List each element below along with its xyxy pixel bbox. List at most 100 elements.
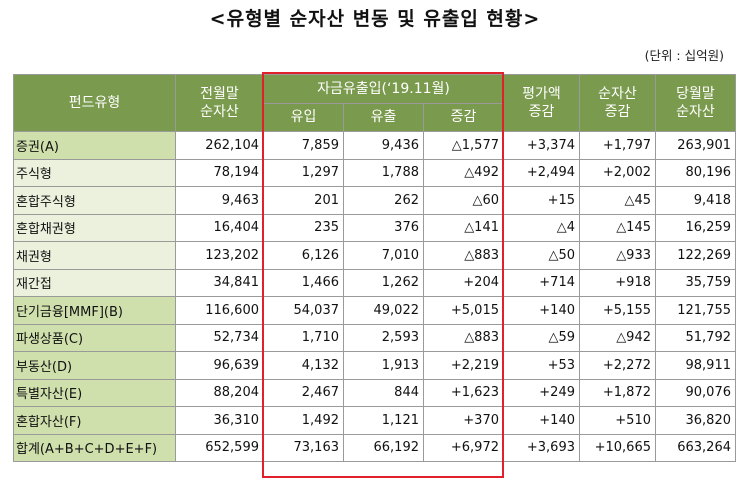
net-cell: △141 <box>423 213 504 242</box>
fund-type-cell: 채권형 <box>13 241 176 270</box>
table-row: 특별자산(E) 88,204 2,467 844 +1,623 +249 +1,872 90,… <box>13 378 736 407</box>
curr-cell: 263,901 <box>655 131 736 160</box>
inflow-cell: 235 <box>263 213 344 242</box>
curr-cell: 9,418 <box>655 186 736 215</box>
outflow-cell: 376 <box>343 213 424 242</box>
nav-change-cell: △942 <box>579 323 656 352</box>
valuation-cell: △50 <box>503 241 580 270</box>
outflow-cell: 2,593 <box>343 323 424 352</box>
nav-change-cell: +10,665 <box>579 433 656 462</box>
net-cell: △60 <box>423 186 504 215</box>
curr-cell: 98,911 <box>655 351 736 380</box>
net-cell: △883 <box>423 323 504 352</box>
outflow-cell: 262 <box>343 186 424 215</box>
net-cell: +1,623 <box>423 378 504 407</box>
fund-type-cell: 부동산(D) <box>13 351 176 380</box>
inflow-cell: 73,163 <box>263 433 344 462</box>
unit-note: (단위 : 십억원) <box>644 48 724 63</box>
prev-cell: 116,600 <box>175 296 264 325</box>
net-cell: △883 <box>423 241 504 270</box>
nav-change-cell: +2,002 <box>579 158 656 187</box>
valuation-cell: △4 <box>503 213 580 242</box>
table-row: 파생상품(C) 52,734 1,710 2,593 △883 △59 △942 51,792 <box>13 323 736 352</box>
curr-cell: 121,755 <box>655 296 736 325</box>
prev-cell: 34,841 <box>175 268 264 297</box>
prev-cell: 52,734 <box>175 323 264 352</box>
prev-cell: 36,310 <box>175 406 264 435</box>
fund-type-cell: 혼합주식형 <box>13 186 176 215</box>
outflow-cell: 1,121 <box>343 406 424 435</box>
prev-cell: 78,194 <box>175 158 264 187</box>
valuation-cell: +3,374 <box>503 131 580 160</box>
nav-change-cell: +1,872 <box>579 378 656 407</box>
curr-cell: 51,792 <box>655 323 736 352</box>
nav-change-cell: +5,155 <box>579 296 656 325</box>
inflow-cell: 1,492 <box>263 406 344 435</box>
prev-cell: 652,599 <box>175 433 264 462</box>
inflow-cell: 7,859 <box>263 131 344 160</box>
table-row: 재간접 34,841 1,466 1,262 +204 +714 +918 35,759 <box>13 268 736 297</box>
curr-cell: 36,820 <box>655 406 736 435</box>
header-net-flow: 증감 <box>423 102 504 132</box>
table-row: 증권(A) 262,104 7,859 9,436 △1,577 +3,374 +1,797… <box>13 131 736 160</box>
net-cell: △1,577 <box>423 131 504 160</box>
header-nav-line1: 순자산 <box>598 86 637 102</box>
page-title: <유형별 순자산 변동 및 유출입 현황> <box>209 8 541 30</box>
header-curr-line2: 순자산 <box>676 104 715 120</box>
prev-cell: 123,202 <box>175 241 264 270</box>
table-row: 주식형 78,194 1,297 1,788 △492 +2,494 +2,002 80,19… <box>13 158 736 187</box>
fund-type-cell: 파생상품(C) <box>13 323 176 352</box>
header-valuation-line1: 평가액 <box>522 86 561 102</box>
valuation-cell: +249 <box>503 378 580 407</box>
inflow-cell: 54,037 <box>263 296 344 325</box>
prev-cell: 96,639 <box>175 351 264 380</box>
valuation-cell: +53 <box>503 351 580 380</box>
header-nav-change: 순자산 증감 <box>579 74 656 132</box>
nav-change-cell: △933 <box>579 241 656 270</box>
outflow-cell: 1,262 <box>343 268 424 297</box>
table-row: 채권형 123,202 6,126 7,010 △883 △50 △933 122,269 <box>13 241 736 270</box>
header-fund-flow: 자금유출입(‘19.11월) <box>263 74 504 104</box>
curr-cell: 35,759 <box>655 268 736 297</box>
fund-type-cell: 합계(A+B+C+D+E+F) <box>13 433 176 462</box>
fund-type-cell: 단기금융[MMF](B) <box>13 296 176 325</box>
prev-cell: 262,104 <box>175 131 264 160</box>
header-curr-line1: 당월말 <box>676 86 715 102</box>
prev-cell: 9,463 <box>175 186 264 215</box>
valuation-cell: +140 <box>503 406 580 435</box>
curr-cell: 122,269 <box>655 241 736 270</box>
outflow-cell: 1,788 <box>343 158 424 187</box>
curr-cell: 90,076 <box>655 378 736 407</box>
inflow-cell: 2,467 <box>263 378 344 407</box>
net-cell: +370 <box>423 406 504 435</box>
inflow-cell: 1,297 <box>263 158 344 187</box>
valuation-cell: +140 <box>503 296 580 325</box>
prev-cell: 16,404 <box>175 213 264 242</box>
curr-cell: 663,264 <box>655 433 736 462</box>
inflow-cell: 6,126 <box>263 241 344 270</box>
nav-change-cell: △145 <box>579 213 656 242</box>
net-cell: +204 <box>423 268 504 297</box>
table-row: 혼합자산(F) 36,310 1,492 1,121 +370 +140 +510 36,82… <box>13 406 736 435</box>
valuation-cell: +15 <box>503 186 580 215</box>
header-valuation-line2: 증감 <box>528 104 555 120</box>
header-valuation-change: 평가액 증감 <box>503 74 580 132</box>
net-cell: △492 <box>423 158 504 187</box>
curr-cell: 16,259 <box>655 213 736 242</box>
nav-change-cell: △45 <box>579 186 656 215</box>
net-cell: +2,219 <box>423 351 504 380</box>
fund-type-cell: 증권(A) <box>13 131 176 160</box>
fund-type-cell: 혼합채권형 <box>13 213 176 242</box>
nav-change-cell: +1,797 <box>579 131 656 160</box>
inflow-cell: 201 <box>263 186 344 215</box>
prev-cell: 88,204 <box>175 378 264 407</box>
outflow-cell: 9,436 <box>343 131 424 160</box>
header-prev-line1: 전월말 <box>200 86 239 102</box>
header-nav-line2: 증감 <box>604 104 631 120</box>
nav-change-cell: +510 <box>579 406 656 435</box>
nav-change-cell: +918 <box>579 268 656 297</box>
inflow-cell: 4,132 <box>263 351 344 380</box>
header-outflow: 유출 <box>343 102 424 132</box>
table-row: 합계(A+B+C+D+E+F) 652,599 73,163 66,192 +6,972… <box>13 433 736 462</box>
inflow-cell: 1,466 <box>263 268 344 297</box>
